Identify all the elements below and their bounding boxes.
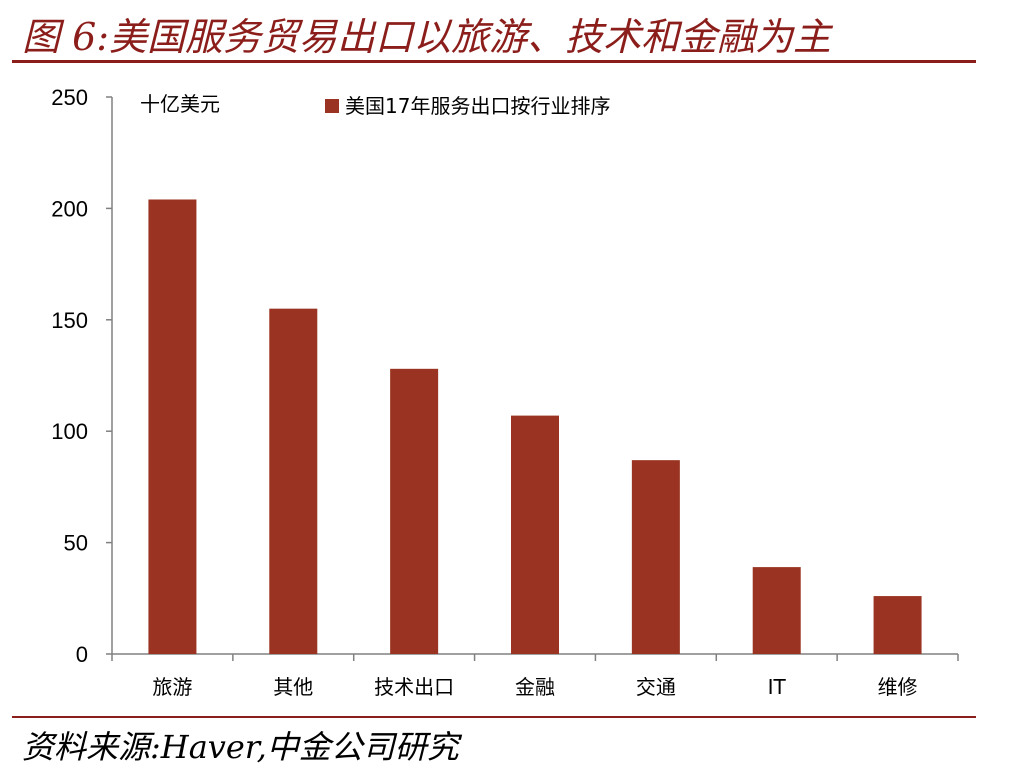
x-category-label: 技术出口 [374,675,454,699]
figure-title: 图 6:美国服务贸易出口以旅游、技术和金融为主 [22,15,832,59]
bar-chart: 0 50 100 150 200 250 旅游 其他 技术出口 金融 交通 IT 维修 十亿美元 美国1… [51,85,959,699]
x-category-label: 交通 [636,675,676,699]
y-axis-unit-label: 十亿美元 [140,92,220,116]
legend-swatch [325,99,339,113]
y-tick-label: 100 [51,419,88,444]
bar-4 [511,415,559,654]
y-tick-label: 0 [76,642,88,667]
x-category-label: 金融 [515,675,555,699]
title-divider [12,60,976,63]
bar-1 [148,199,197,654]
chart-labels: 0 50 100 150 200 250 旅游 其他 技术出口 金融 交通 IT 维修 [51,85,917,699]
legend-label: 美国17年服务出口按行业排序 [345,94,610,118]
x-category-label: IT [768,675,787,699]
bar-2 [269,308,318,654]
y-tick-label: 50 [64,531,88,556]
bar-6 [752,567,801,654]
source-note: 资料来源:Haver,中金公司研究 [22,728,459,766]
x-category-label: 其他 [273,675,313,699]
bar-7 [873,596,922,654]
x-category-label: 旅游 [152,675,192,699]
y-tick-label: 250 [51,85,88,110]
y-tick-label: 200 [51,196,88,221]
x-category-label: 维修 [878,675,918,699]
chart-bars [148,199,922,654]
y-tick-label: 150 [51,308,88,333]
source-divider [12,716,976,718]
bar-3 [390,368,439,654]
bar-5 [631,460,680,654]
